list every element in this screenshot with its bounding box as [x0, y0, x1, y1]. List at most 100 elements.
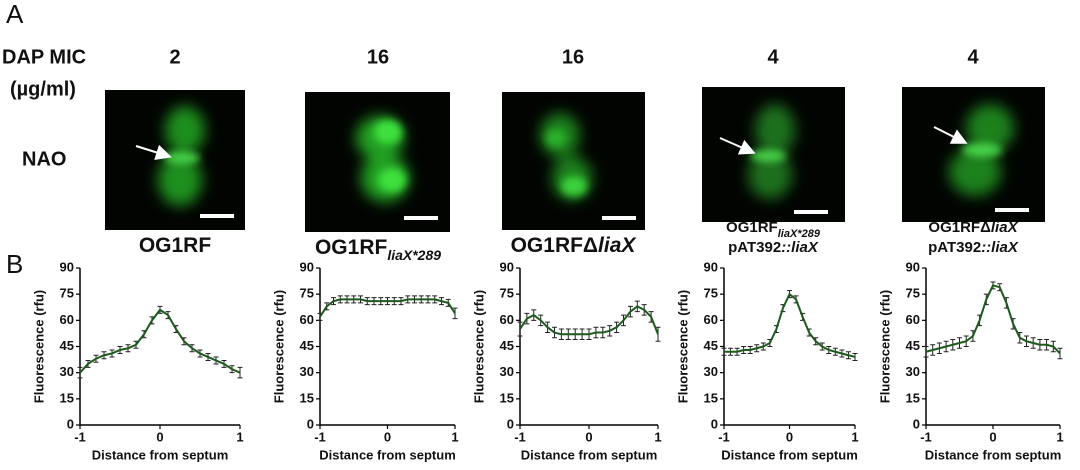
label-part: pAT392	[928, 239, 981, 256]
y-tick-label: 60	[704, 312, 718, 327]
error-bar	[852, 352, 858, 361]
strain-label: pAT392::liaX	[728, 239, 819, 256]
x-axis-label: Distance from septum	[319, 447, 456, 462]
label-part: OG1RFΔ	[928, 219, 991, 236]
data-line	[79, 308, 241, 374]
label-part: liaX	[598, 234, 637, 257]
y-tick-label: 0	[507, 416, 514, 431]
micrograph	[305, 92, 450, 232]
micrograph	[105, 90, 245, 230]
x-tick-label: -1	[74, 429, 86, 444]
y-axis-label: Fluorescence (rfu)	[675, 290, 690, 403]
y-tick-label: 15	[906, 390, 920, 405]
y-tick-label: 75	[60, 286, 74, 301]
y-tick-label: 90	[500, 259, 514, 274]
label-part: OG1RF	[726, 219, 778, 236]
y-tick-label: 45	[704, 338, 718, 353]
x-tick-label: 0	[989, 429, 996, 444]
x-tick-label: 1	[236, 429, 243, 444]
label-part: liaX*289	[778, 228, 821, 240]
y-tick-label: 75	[704, 286, 718, 301]
x-tick-label: -1	[514, 429, 526, 444]
y-tick-label: 75	[500, 286, 514, 301]
y-tick-label: 75	[300, 286, 314, 301]
strain-label: OG1RFliaX*289	[315, 236, 441, 263]
error-bar	[923, 346, 929, 358]
y-tick-label: 0	[913, 416, 920, 431]
strain-label: OG1RFΔliaX	[511, 234, 638, 257]
x-tick-label: 1	[851, 429, 858, 444]
y-tick-label: 90	[60, 259, 74, 274]
data-line	[319, 298, 456, 318]
y-tick-label: 45	[906, 338, 920, 353]
panel-label: B	[6, 249, 23, 279]
micrograph	[702, 87, 845, 222]
y-tick-label: 15	[60, 390, 74, 405]
panel-label: A	[6, 0, 24, 29]
y-tick-label: 45	[300, 338, 314, 353]
y-tick-label: 75	[906, 286, 920, 301]
stain-label: NAO	[22, 148, 66, 170]
x-tick-label: 0	[156, 429, 163, 444]
y-tick-label: 15	[500, 390, 514, 405]
label-part: OG1RF	[315, 236, 388, 259]
y-tick-label: 60	[500, 312, 514, 327]
y-tick-label: 90	[300, 259, 314, 274]
x-tick-label: 0	[384, 429, 391, 444]
label-part: ::liaX	[981, 239, 1019, 256]
y-axis-label: Fluorescence (rfu)	[271, 290, 286, 403]
x-tick-label: 0	[786, 429, 793, 444]
y-tick-label: 0	[67, 416, 74, 431]
label-part: OG1RFΔ	[511, 234, 598, 257]
mic-value: 4	[767, 46, 779, 68]
x-axis-label: Distance from septum	[521, 447, 658, 462]
strain-label: OG1RF	[139, 234, 212, 257]
x-tick-label: 1	[654, 429, 661, 444]
strain-label: pAT392::liaX	[928, 239, 1019, 256]
y-tick-label: 30	[60, 364, 74, 379]
x-axis-label: Distance from septum	[92, 447, 229, 462]
x-tick-label: -1	[718, 429, 730, 444]
x-tick-label: -1	[314, 429, 326, 444]
data-line	[519, 305, 659, 336]
micrograph	[902, 87, 1045, 222]
y-tick-label: 90	[704, 259, 718, 274]
x-tick-label: 0	[585, 429, 592, 444]
y-tick-label: 30	[906, 364, 920, 379]
y-tick-label: 15	[704, 390, 718, 405]
label-part: OG1RF	[139, 234, 212, 257]
y-tick-label: 15	[300, 390, 314, 405]
x-tick-label: 1	[451, 429, 458, 444]
x-tick-label: -1	[920, 429, 932, 444]
label-part: ::liaX	[781, 239, 819, 256]
label-part: pAT392	[728, 239, 781, 256]
label-part: liaX	[991, 219, 1019, 236]
y-tick-label: 45	[500, 338, 514, 353]
y-tick-label: 30	[704, 364, 718, 379]
data-line	[724, 292, 856, 358]
y-tick-label: 60	[60, 312, 74, 327]
mic-unit: (µg/ml)	[10, 78, 76, 100]
label-part: liaX*289	[387, 247, 441, 263]
y-axis-label: Fluorescence (rfu)	[471, 290, 486, 403]
y-tick-label: 45	[60, 338, 74, 353]
micrograph	[502, 92, 645, 230]
mic-label: DAP MIC	[2, 46, 86, 68]
mic-value: 4	[967, 46, 979, 68]
y-tick-label: 60	[300, 312, 314, 327]
strain-label: OG1RFΔliaX	[928, 219, 1018, 236]
y-tick-label: 90	[906, 259, 920, 274]
y-axis-label: Fluorescence (rfu)	[31, 290, 46, 403]
y-axis-label: Fluorescence (rfu)	[877, 290, 892, 403]
y-tick-label: 30	[500, 364, 514, 379]
y-tick-label: 60	[906, 312, 920, 327]
y-tick-label: 30	[300, 364, 314, 379]
data-line	[925, 284, 1061, 355]
mic-value: 2	[169, 46, 180, 68]
error-bar	[655, 326, 661, 342]
mic-value: 16	[562, 46, 584, 68]
strain-label: OG1RFliaX*289	[726, 219, 821, 240]
x-axis-label: Distance from septum	[925, 447, 1062, 462]
